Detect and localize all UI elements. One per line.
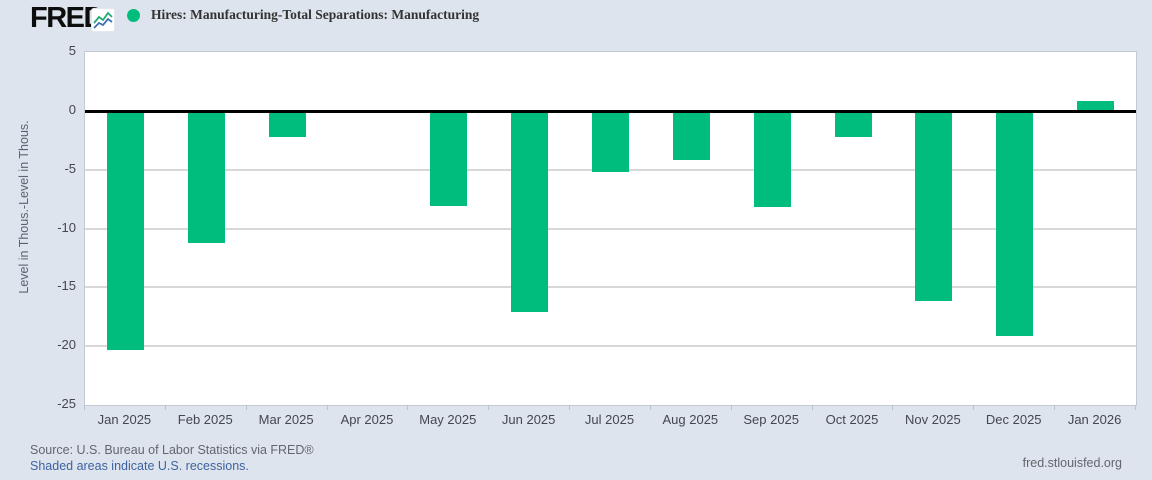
bar-dec-2025[interactable] bbox=[996, 110, 1034, 336]
gridline bbox=[85, 286, 1136, 289]
x-axis-label: Feb 2025 bbox=[177, 412, 233, 427]
y-tick-label: 5 bbox=[68, 43, 76, 58]
x-axis-label: Jan 2026 bbox=[1067, 412, 1122, 427]
legend-marker-dot bbox=[127, 8, 140, 22]
y-tick-label: 0 bbox=[68, 101, 76, 117]
bar-mar-2025[interactable] bbox=[268, 110, 306, 137]
source-text: Source: U.S. Bureau of Labor Statistics … bbox=[30, 443, 314, 457]
x-axis-label: Aug 2025 bbox=[662, 412, 719, 427]
y-tick-label: -10 bbox=[57, 219, 76, 235]
x-axis-tick bbox=[811, 405, 813, 410]
plot-area bbox=[84, 51, 1137, 406]
x-axis-label: Dec 2025 bbox=[985, 412, 1042, 427]
y-tick-label: -5 bbox=[64, 160, 76, 176]
y-axis-title: Level in Thous.-Level in Thous. bbox=[17, 120, 31, 294]
recession-note-link[interactable]: Shaded areas indicate U.S. recessions. bbox=[30, 459, 249, 473]
zero-line bbox=[85, 109, 1136, 113]
fred-site-link[interactable]: fred.stlouisfed.org bbox=[1022, 456, 1122, 470]
y-tick-label: -25 bbox=[57, 396, 76, 411]
bar-jun-2025[interactable] bbox=[511, 110, 549, 313]
x-axis-tick bbox=[326, 405, 328, 410]
series-title: Hires: Manufacturing-Total Separations: … bbox=[151, 7, 480, 22]
x-axis-tick bbox=[973, 405, 975, 410]
y-tick-label: -20 bbox=[57, 337, 76, 353]
x-axis-tick bbox=[569, 405, 571, 410]
x-axis-tick bbox=[488, 405, 490, 410]
x-axis-tick bbox=[164, 405, 166, 410]
fred-sparkline-icon bbox=[91, 8, 115, 32]
x-axis-label: Mar 2025 bbox=[258, 412, 314, 427]
bar-jul-2025[interactable] bbox=[592, 110, 629, 172]
gridline bbox=[85, 345, 1136, 348]
bar-nov-2025[interactable] bbox=[915, 110, 953, 302]
x-axis-label: Apr 2025 bbox=[340, 412, 394, 427]
x-axis-label: Jan 2025 bbox=[97, 412, 152, 427]
legend-item[interactable]: Hires: Manufacturing-Total Separations: … bbox=[127, 7, 479, 23]
gridline bbox=[85, 227, 1136, 230]
bar-jan-2025[interactable] bbox=[106, 110, 144, 350]
x-axis-label: May 2025 bbox=[419, 412, 477, 427]
bar-oct-2025[interactable] bbox=[834, 110, 872, 137]
x-axis-tick bbox=[649, 405, 651, 410]
x-axis-tick bbox=[84, 405, 85, 410]
x-axis-tick bbox=[1054, 405, 1056, 410]
bar-aug-2025[interactable] bbox=[672, 110, 710, 161]
x-axis-tick bbox=[407, 405, 409, 410]
x-axis-tick bbox=[730, 405, 732, 410]
bar-may-2025[interactable] bbox=[430, 110, 468, 207]
x-axis-label: Sep 2025 bbox=[743, 412, 800, 427]
x-axis-label: Oct 2025 bbox=[825, 412, 879, 427]
y-tick-label: -15 bbox=[57, 278, 76, 294]
x-axis-tick bbox=[892, 405, 894, 410]
bar-feb-2025[interactable] bbox=[187, 110, 225, 243]
bar-sep-2025[interactable] bbox=[753, 110, 791, 208]
x-axis-label: Jul 2025 bbox=[584, 412, 635, 427]
bar-jan-2026[interactable] bbox=[1077, 101, 1115, 111]
x-axis-label: Nov 2025 bbox=[905, 412, 961, 427]
x-axis-tick bbox=[245, 405, 247, 410]
x-axis-label: Jun 2025 bbox=[501, 412, 556, 427]
x-axis-tick bbox=[1135, 405, 1136, 410]
